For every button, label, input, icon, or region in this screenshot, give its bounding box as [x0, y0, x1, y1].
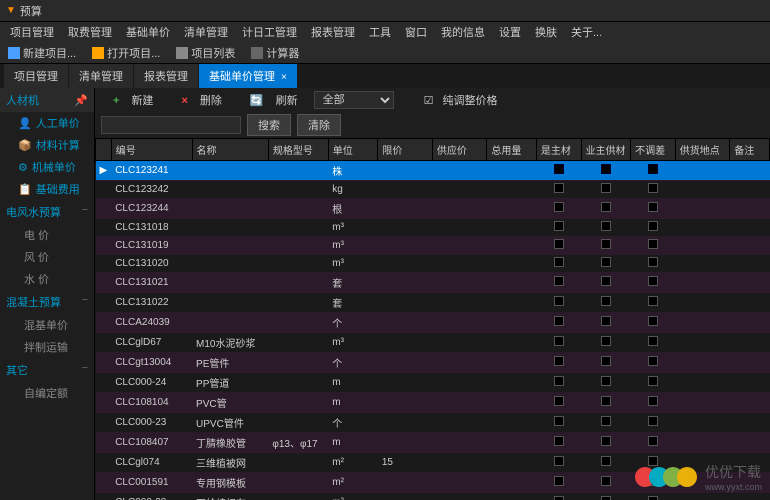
table-row[interactable]: CLCglD67M10水泥砂浆m³	[96, 333, 770, 353]
table-row[interactable]: CLC108407丁腈橡胶管φ13、φ17m	[96, 433, 770, 453]
menu-item[interactable]: 换肤	[529, 22, 563, 42]
column-header[interactable]: 业主供材	[581, 139, 631, 161]
sidebar-item[interactable]: 自编定额	[0, 382, 94, 404]
sidebar: 人材机 📌 👤人工单价📦材料计算⚙机械单价📋基础费用电风水预算−电 价风 价水 …	[0, 88, 95, 500]
close-icon[interactable]: ×	[281, 72, 287, 83]
column-header[interactable]	[96, 139, 112, 161]
sidebar-item[interactable]: 拌制运输	[0, 336, 94, 358]
column-header[interactable]: 不调差	[631, 139, 676, 161]
clear-button[interactable]: 清除	[297, 114, 341, 136]
table-row[interactable]: CLC131020m³	[96, 255, 770, 273]
menu-item[interactable]: 设置	[493, 22, 527, 42]
menu-item[interactable]: 窗口	[399, 22, 433, 42]
delete-button[interactable]: ×删除	[169, 90, 233, 110]
menu-item[interactable]: 工具	[363, 22, 397, 42]
toolbar-button[interactable]: 打开项目...	[88, 43, 164, 63]
column-header[interactable]: 是主材	[536, 139, 581, 161]
sidebar-header: 人材机 📌	[0, 88, 94, 112]
title-bar: ▼ 预算	[0, 0, 770, 22]
content-area: +新建 ×删除 🔄刷新 全部 ☑ 纯调整价格 搜索 清除 编号名称规格型号单位限…	[95, 88, 770, 500]
sidebar-title: 人材机	[6, 92, 39, 108]
column-header[interactable]: 限价	[378, 139, 433, 161]
sidebar-item[interactable]: 📦材料计算	[0, 134, 94, 156]
filter-select[interactable]: 全部	[314, 91, 394, 109]
column-header[interactable]: 供货地点	[675, 139, 730, 161]
sidebar-item[interactable]: 风 价	[0, 246, 94, 268]
column-header[interactable]: 单位	[328, 139, 378, 161]
menu-item[interactable]: 取费管理	[62, 22, 118, 42]
new-button[interactable]: +新建	[101, 90, 165, 110]
sidebar-item[interactable]: 📋基础费用	[0, 178, 94, 200]
column-header[interactable]: 总用量	[487, 139, 537, 161]
tab-bar: 项目管理清单管理报表管理基础单价管理×	[0, 64, 770, 88]
tab[interactable]: 项目管理	[4, 64, 68, 88]
table-row[interactable]: CLCA24039个	[96, 313, 770, 333]
menu-item[interactable]: 我的信息	[435, 22, 491, 42]
tab[interactable]: 清单管理	[69, 64, 133, 88]
data-grid[interactable]: 编号名称规格型号单位限价供应价总用量是主材业主供材不调差供货地点备注 ▶CLC1…	[95, 138, 770, 500]
column-header[interactable]: 规格型号	[268, 139, 328, 161]
sidebar-section[interactable]: 混凝土预算−	[0, 290, 94, 314]
menu-item[interactable]: 项目管理	[4, 22, 60, 42]
table-row[interactable]: ▶CLC123241株	[96, 161, 770, 181]
column-header[interactable]: 编号	[111, 139, 192, 161]
sidebar-item[interactable]: ⚙机械单价	[0, 156, 94, 178]
table-row[interactable]: CLC108104PVC管m	[96, 393, 770, 413]
menu-item[interactable]: 计日工管理	[236, 22, 303, 42]
table-row[interactable]: CLC131022套	[96, 293, 770, 313]
app-icon: ▼	[6, 5, 16, 16]
table-row[interactable]: CLCgt13004PE管件个	[96, 353, 770, 373]
menu-item[interactable]: 关于...	[565, 22, 608, 42]
sidebar-item[interactable]: 电 价	[0, 224, 94, 246]
sidebar-section[interactable]: 电风水预算−	[0, 200, 94, 224]
column-header[interactable]: 名称	[192, 139, 268, 161]
table-row[interactable]: CLC000-24PP管道m	[96, 373, 770, 393]
table-row[interactable]: CLC131018m³	[96, 219, 770, 237]
menu-bar: 项目管理取费管理基础单价清单管理计日工管理报表管理工具窗口我的信息设置换肤关于.…	[0, 22, 770, 42]
toolbar-button[interactable]: 项目列表	[172, 43, 239, 63]
table-row[interactable]: CLC131021套	[96, 273, 770, 293]
sidebar-item[interactable]: 水 价	[0, 268, 94, 290]
tab[interactable]: 基础单价管理×	[199, 64, 297, 88]
sidebar-item[interactable]: 👤人工单价	[0, 112, 94, 134]
toolbar: 新建项目... 打开项目... 项目列表计算器	[0, 42, 770, 64]
menu-item[interactable]: 报表管理	[305, 22, 361, 42]
column-header[interactable]: 供应价	[432, 139, 487, 161]
column-header[interactable]: 备注	[730, 139, 770, 161]
sidebar-item[interactable]: 混基单价	[0, 314, 94, 336]
action-bar: +新建 ×删除 🔄刷新 全部 ☑ 纯调整价格	[95, 88, 770, 112]
search-input[interactable]	[101, 116, 241, 134]
table-row[interactable]: CLC000-23UPVC管件个	[96, 413, 770, 433]
toolbar-button[interactable]: 计算器	[247, 43, 303, 63]
menu-item[interactable]: 基础单价	[120, 22, 176, 42]
refresh-button[interactable]: 🔄刷新	[238, 90, 310, 110]
sidebar-section[interactable]: 其它−	[0, 358, 94, 382]
pin-icon[interactable]: 📌	[74, 94, 88, 107]
adjust-price-button[interactable]: ☑ 纯调整价格	[418, 90, 510, 110]
search-button[interactable]: 搜索	[247, 114, 291, 136]
table-row[interactable]: CLC123244根	[96, 199, 770, 219]
tab[interactable]: 报表管理	[134, 64, 198, 88]
table-row[interactable]: CLC123242kg	[96, 181, 770, 199]
table-row[interactable]: CLC131019m³	[96, 237, 770, 255]
filter-bar: 搜索 清除	[95, 112, 770, 138]
watermark: 优优下载 www.yyxt.com	[641, 462, 762, 492]
window-title: 预算	[20, 3, 42, 19]
toolbar-button[interactable]: 新建项目...	[4, 43, 80, 63]
menu-item[interactable]: 清单管理	[178, 22, 234, 42]
table-row[interactable]: CLC000-28丙纶编织布m²	[96, 493, 770, 500]
